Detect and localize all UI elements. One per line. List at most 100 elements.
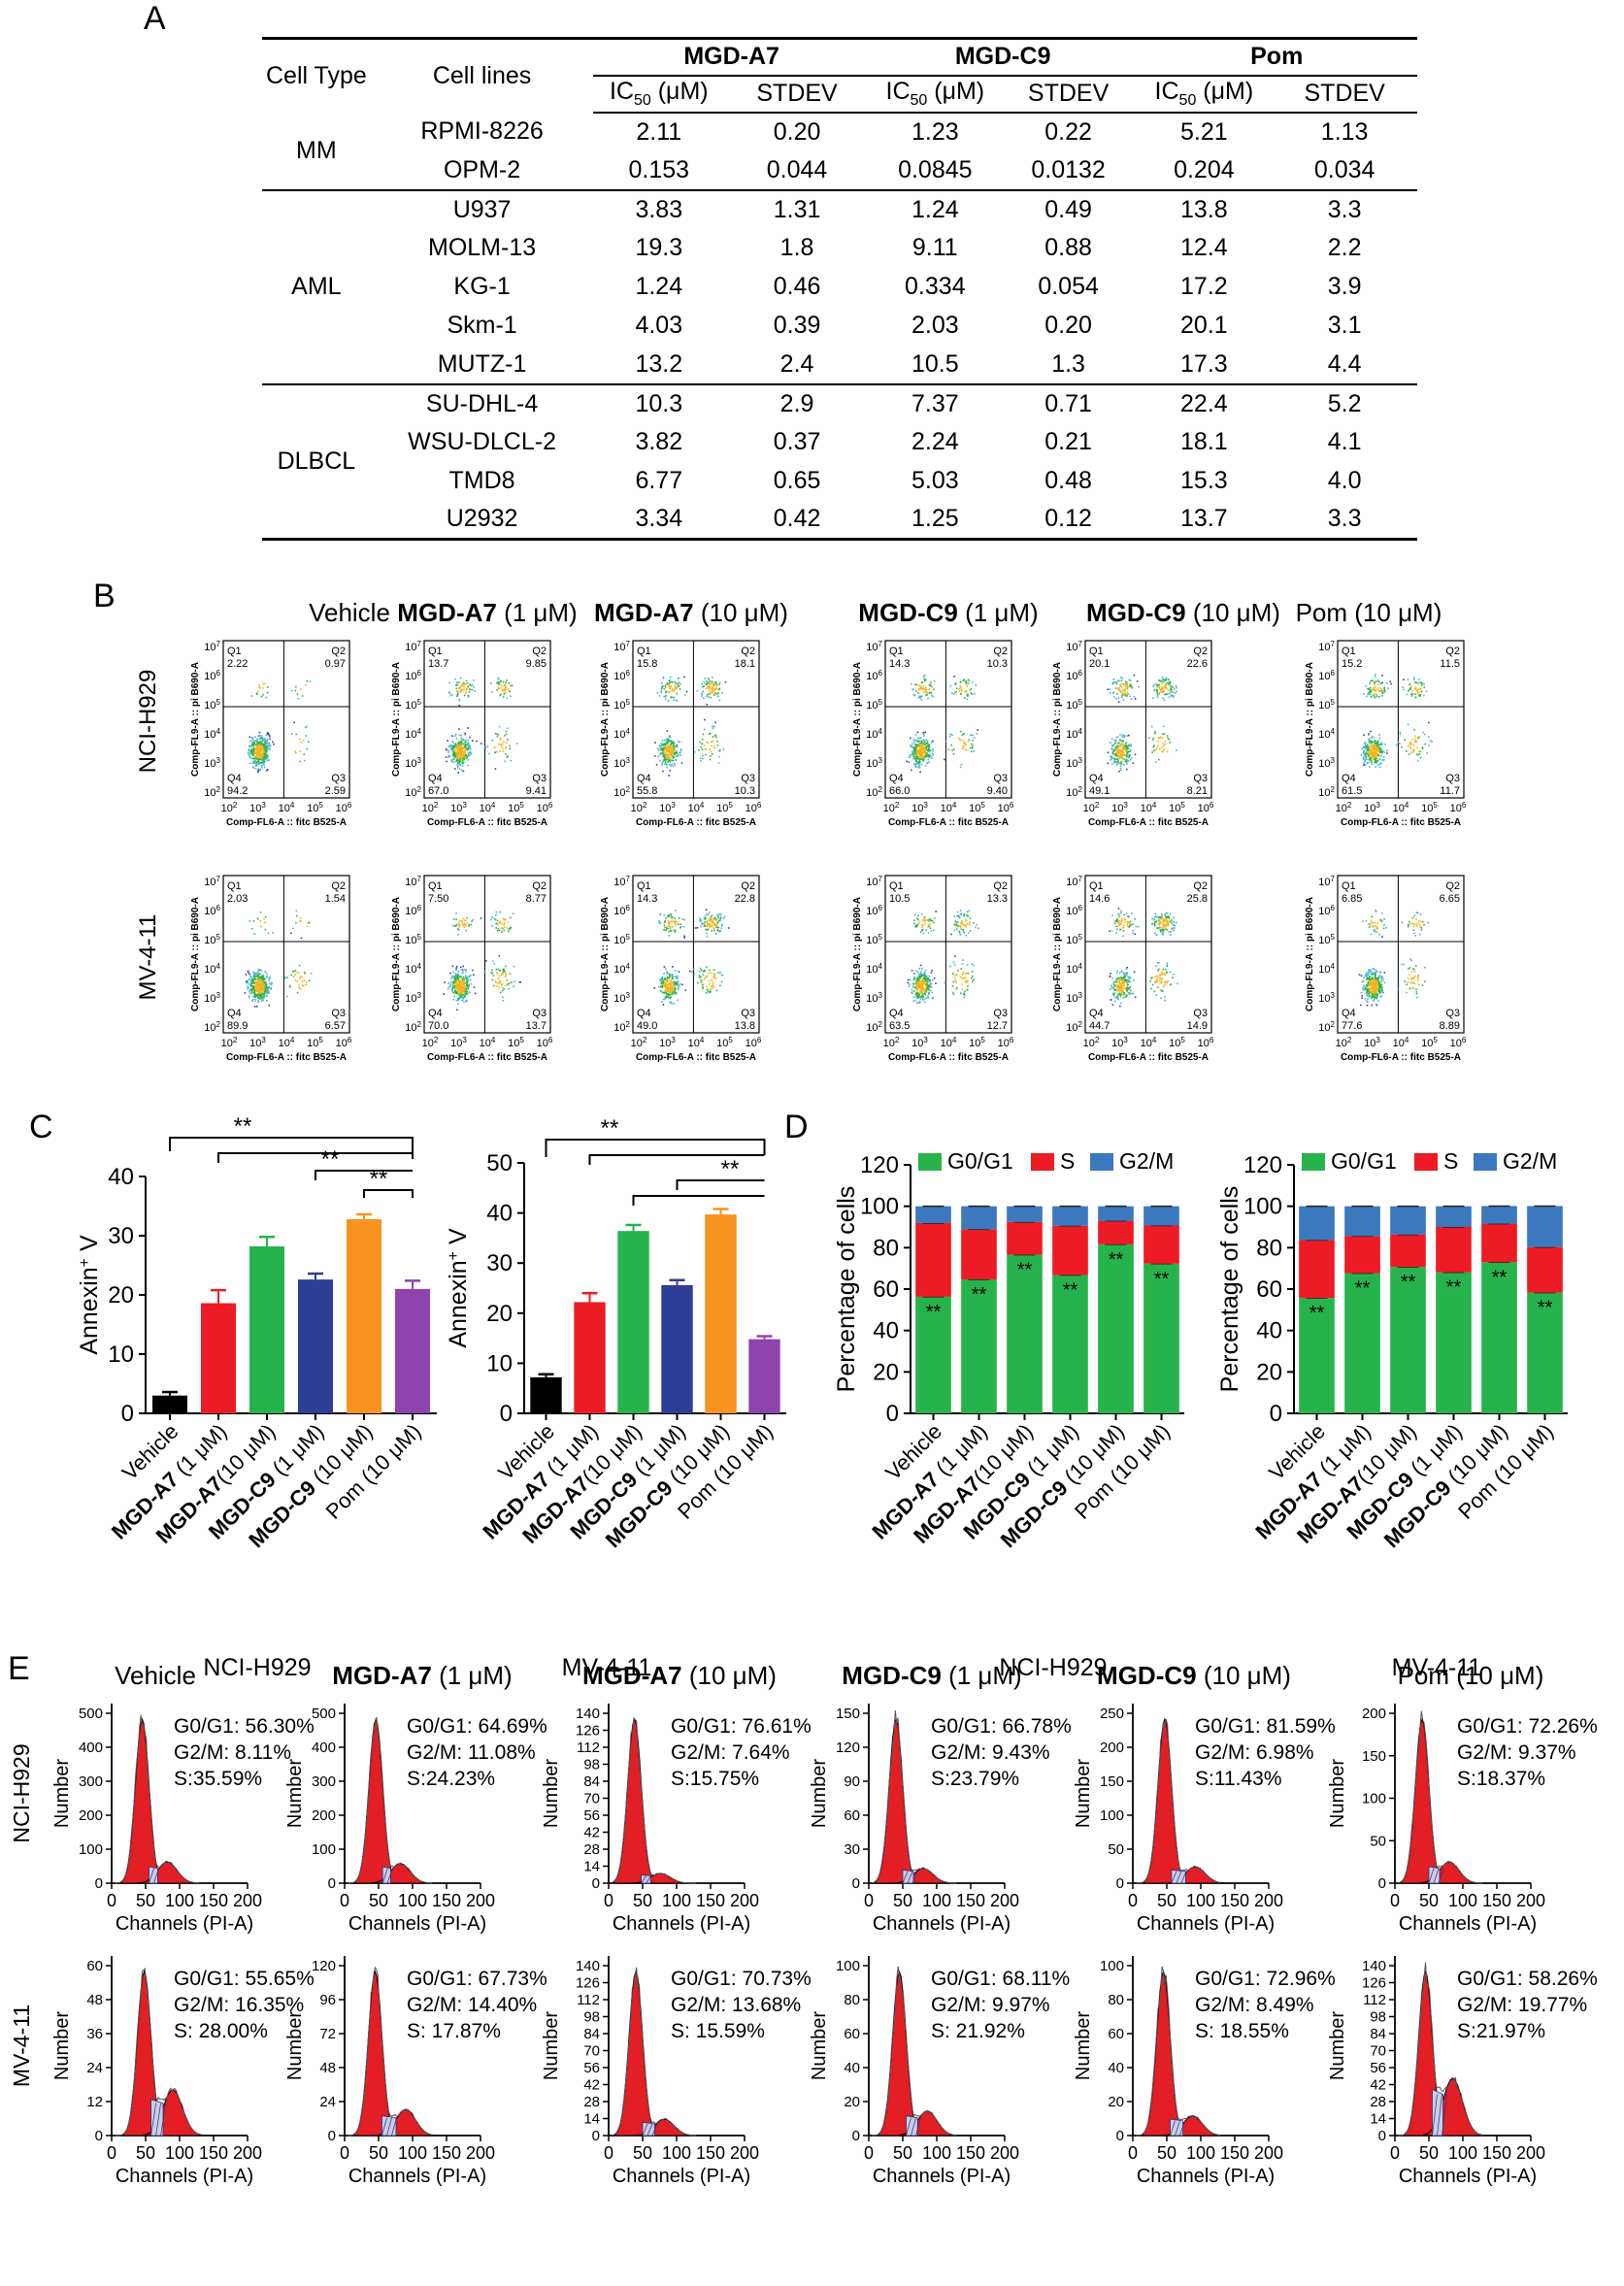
event-dot bbox=[503, 691, 506, 694]
event-dot bbox=[508, 982, 511, 984]
event-dot bbox=[255, 762, 258, 765]
event-dot bbox=[1368, 750, 1371, 753]
event-dot bbox=[706, 920, 708, 923]
event-dot bbox=[967, 741, 970, 743]
event-dot bbox=[1118, 981, 1121, 984]
value-cell: 0.0845 bbox=[898, 155, 973, 183]
y-tick-label: 102 bbox=[613, 1020, 630, 1035]
event-dot bbox=[914, 755, 916, 758]
event-dot bbox=[1126, 972, 1128, 975]
event-dot bbox=[460, 689, 463, 691]
event-dot bbox=[1366, 745, 1369, 747]
event-dot bbox=[502, 970, 505, 973]
event-dot bbox=[1417, 753, 1419, 756]
event-dot bbox=[257, 744, 260, 746]
event-dot bbox=[926, 919, 929, 921]
value-cell: 3.1 bbox=[1327, 312, 1362, 339]
event-dot bbox=[465, 746, 467, 749]
event-dot bbox=[919, 737, 922, 739]
event-dot bbox=[459, 691, 462, 693]
event-dot bbox=[501, 984, 503, 986]
event-dot bbox=[259, 994, 262, 997]
event-dot bbox=[1423, 683, 1425, 685]
event-dot bbox=[306, 925, 308, 927]
event-dot bbox=[253, 762, 255, 764]
event-dot bbox=[502, 989, 504, 992]
event-dot bbox=[1111, 763, 1113, 765]
event-dot bbox=[676, 692, 678, 695]
event-dot bbox=[918, 1002, 920, 1004]
event-dot bbox=[508, 928, 510, 930]
event-dot bbox=[266, 733, 269, 736]
flow-plot-frame bbox=[884, 640, 1012, 799]
event-dot bbox=[662, 743, 664, 745]
ic50-table: Cell Type Cell lines MGD-A7 MGD-C9 Pom I… bbox=[262, 37, 1417, 541]
event-dot bbox=[1369, 757, 1371, 759]
event-dot bbox=[928, 925, 931, 927]
event-dot bbox=[501, 743, 504, 745]
event-dot bbox=[464, 741, 466, 743]
event-dot bbox=[458, 758, 461, 760]
tick-exponent: 4 bbox=[878, 727, 883, 736]
quadrant-value: 11.7 bbox=[1440, 785, 1460, 797]
event-dot bbox=[467, 727, 469, 729]
event-dot bbox=[965, 918, 967, 921]
event-dot bbox=[261, 738, 263, 740]
event-dot bbox=[257, 742, 259, 745]
event-dot bbox=[956, 928, 958, 930]
event-dot bbox=[447, 756, 449, 758]
event-dot bbox=[916, 754, 918, 756]
event-dot bbox=[1123, 745, 1126, 746]
event-dot bbox=[1401, 745, 1403, 748]
event-dot bbox=[955, 974, 958, 977]
quadrant-value: 14.3 bbox=[889, 658, 910, 670]
event-dot bbox=[497, 681, 499, 683]
event-dot bbox=[255, 754, 258, 757]
event-dot bbox=[1399, 743, 1401, 745]
event-dot bbox=[715, 925, 717, 927]
event-dot bbox=[1123, 735, 1126, 737]
event-dot bbox=[1113, 983, 1115, 986]
event-dot bbox=[1379, 755, 1382, 757]
event-dot bbox=[1151, 751, 1153, 753]
event-dot bbox=[255, 981, 258, 983]
event-dot bbox=[921, 978, 924, 980]
event-dot bbox=[457, 753, 459, 755]
event-dot bbox=[714, 734, 717, 737]
event-dot bbox=[256, 985, 258, 987]
event-dot bbox=[669, 769, 671, 772]
event-dot bbox=[1118, 979, 1120, 981]
tick-exponent: 2 bbox=[878, 1020, 883, 1029]
y-tick-label: 107 bbox=[1066, 640, 1082, 654]
event-dot bbox=[1372, 687, 1375, 690]
event-dot bbox=[693, 973, 696, 976]
event-dot bbox=[263, 764, 265, 766]
event-dot bbox=[1379, 749, 1381, 752]
event-dot bbox=[969, 689, 972, 691]
event-dot bbox=[1171, 688, 1173, 691]
event-dot bbox=[1119, 689, 1121, 692]
event-dot bbox=[669, 974, 671, 976]
event-dot bbox=[694, 927, 697, 929]
event-dot bbox=[301, 977, 303, 979]
event-dot bbox=[259, 742, 262, 745]
event-dot bbox=[929, 684, 932, 687]
event-dot bbox=[917, 971, 919, 974]
event-dot bbox=[1125, 685, 1128, 688]
event-dot bbox=[457, 997, 459, 1000]
event-dot bbox=[916, 731, 919, 734]
event-dot bbox=[455, 760, 457, 762]
quadrant-value: 11.5 bbox=[1440, 658, 1460, 670]
text-span: (1 μM) bbox=[497, 598, 578, 627]
event-dot bbox=[673, 1003, 676, 1005]
event-dot bbox=[960, 920, 963, 922]
event-dot bbox=[1118, 972, 1121, 974]
event-dot bbox=[927, 747, 930, 750]
event-dot bbox=[659, 745, 661, 748]
event-dot bbox=[507, 739, 509, 741]
event-dot bbox=[250, 983, 252, 986]
event-dot bbox=[1153, 683, 1155, 686]
event-dot bbox=[467, 754, 470, 756]
event-dot bbox=[918, 743, 920, 745]
